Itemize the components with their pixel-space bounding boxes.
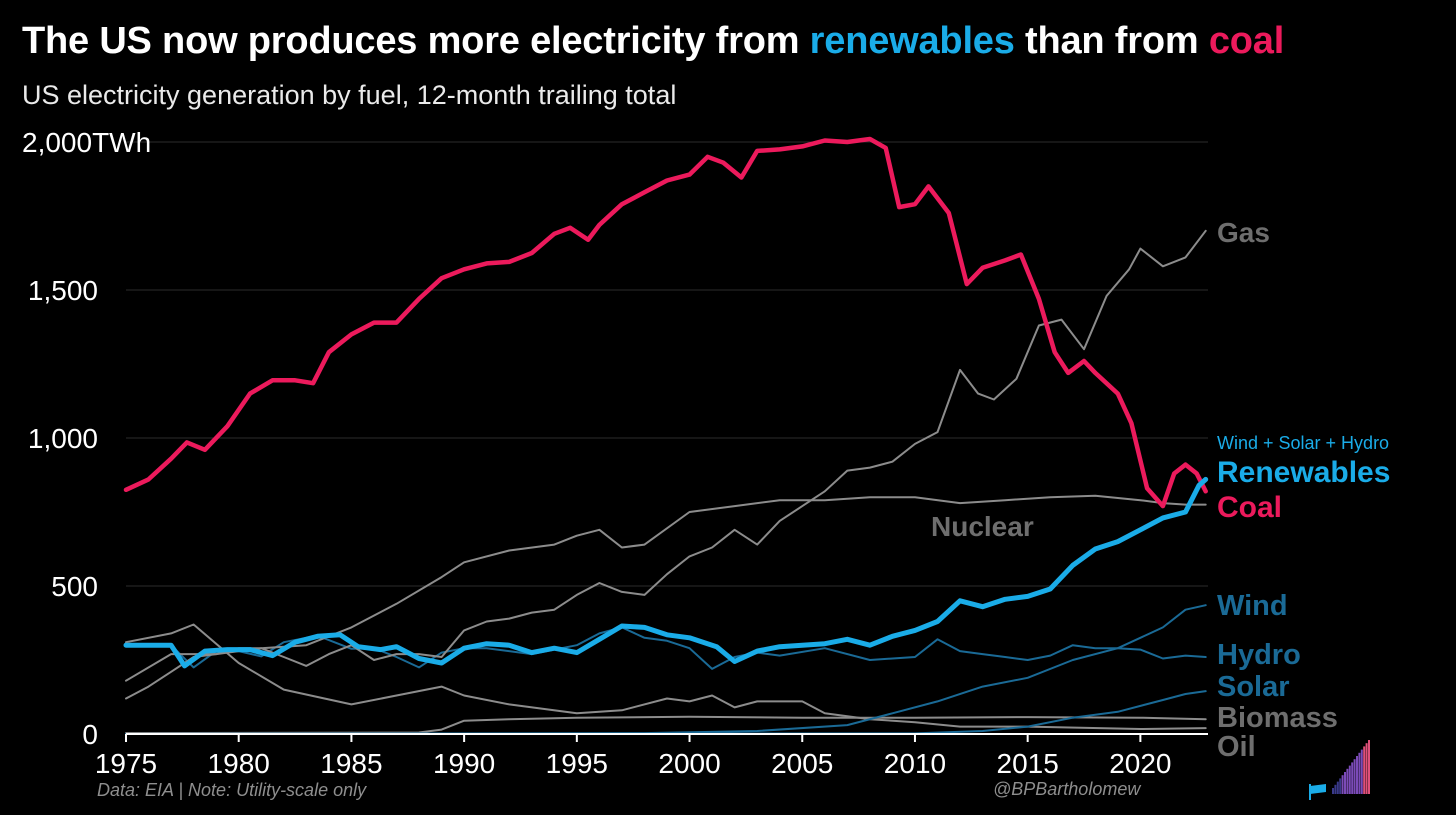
title-prefix: The US now produces more electricity fro…	[22, 20, 810, 62]
logo-bar	[1344, 772, 1346, 794]
biomass-label: Biomass	[1217, 702, 1338, 734]
x-tick-label: 2005	[771, 748, 833, 779]
y-tick-label: 0	[82, 719, 98, 750]
wind-label: Wind	[1217, 590, 1288, 622]
logo-bar	[1339, 778, 1342, 794]
logo-bar	[1365, 743, 1368, 794]
x-tick-label: 1990	[433, 748, 495, 779]
logo-bar	[1336, 781, 1339, 794]
x-tick-label: 2010	[884, 748, 946, 779]
renewables-label: Renewables	[1217, 456, 1390, 489]
source-note: Data: EIA | Note: Utility-scale only	[97, 780, 367, 800]
gas-line	[125, 229, 1207, 700]
x-tick-label: 1980	[208, 748, 270, 779]
logo-bar	[1353, 759, 1356, 794]
x-tick-label: 1995	[546, 748, 608, 779]
oil-label: Oil	[1217, 731, 1256, 763]
nuclear-line	[125, 494, 1207, 682]
logo-bar	[1348, 765, 1351, 794]
logo-bar	[1332, 788, 1334, 794]
logo-bar	[1334, 784, 1337, 794]
axes: 0 500 1,000 1,500 2,000TWh 1975 1980 1985 1990 19…	[22, 127, 1208, 779]
solar-line	[125, 690, 1207, 735]
chart-subtitle: US electricity generation by fuel, 12-mo…	[22, 80, 677, 110]
hydro-label: Hydro	[1217, 639, 1301, 671]
y-tick-label: 500	[51, 571, 98, 602]
coal-line	[123, 136, 1208, 509]
logo-bar	[1363, 746, 1366, 794]
renewables-line	[123, 476, 1209, 669]
wind-line	[125, 604, 1207, 735]
logo-bar	[1358, 752, 1361, 794]
coal-label: Coal	[1217, 491, 1282, 524]
biomass-line	[125, 715, 1207, 735]
renewables_note-label: Wind + Solar + Hydro	[1217, 433, 1389, 453]
x-tick-label: 2015	[997, 748, 1059, 779]
series-labels: Gas Nuclear Wind + Solar + Hydro Renewables…	[931, 217, 1390, 763]
y-tick-label: 2,000TWh	[22, 127, 151, 158]
gridlines	[126, 141, 1208, 587]
x-tick-label: 2020	[1109, 748, 1171, 779]
logo-bar	[1360, 749, 1363, 794]
y-tick-label: 1,000	[28, 423, 98, 454]
oil-line	[125, 623, 1207, 730]
title-coal: coal	[1208, 20, 1285, 62]
logo-bar	[1346, 768, 1349, 794]
series-lines	[123, 136, 1209, 735]
logo-bar	[1356, 756, 1358, 794]
logo-bar	[1368, 740, 1370, 794]
logo-bar	[1351, 762, 1354, 794]
author-handle: @BPBartholomew	[993, 779, 1141, 799]
title-renewables: renewables	[809, 20, 1015, 62]
chart-title: The US now produces more electricity fro…	[22, 20, 1284, 63]
gas-label: Gas	[1217, 217, 1270, 248]
logo-bar	[1341, 775, 1344, 794]
nuclear-label: Nuclear	[931, 511, 1034, 542]
flag-and-bars-logo-icon	[1309, 740, 1370, 800]
y-tick-label: 1,500	[28, 275, 98, 306]
solar-label: Solar	[1217, 671, 1290, 703]
title-middle: than from	[1014, 20, 1209, 62]
x-tick-label: 2000	[658, 748, 720, 779]
x-tick-label: 1975	[95, 748, 157, 779]
x-tick-label: 1985	[320, 748, 382, 779]
